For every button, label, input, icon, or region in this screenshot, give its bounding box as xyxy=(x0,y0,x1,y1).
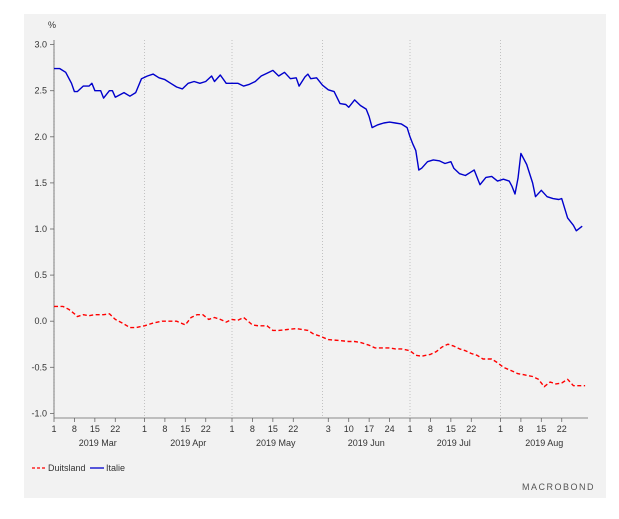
series-layer xyxy=(54,67,586,388)
x-month-label: 2019 Jul xyxy=(437,438,471,448)
y-tick-label: 2.0 xyxy=(34,132,47,142)
y-axis-unit-label: % xyxy=(48,20,56,30)
brand-wordmark: MACROBOND xyxy=(522,482,595,492)
chart-frame: % 3.0 2.5 2.0 1.5 1.0 0.5 0.0 -0.5 -1.0 1 8 15 22 1 8 1… xyxy=(24,14,606,498)
x-tick-label: 1 xyxy=(51,424,56,434)
series-line-duitsland xyxy=(54,305,586,388)
x-month-label: 2019 Aug xyxy=(525,438,563,448)
y-tick-label: 1.0 xyxy=(34,224,47,234)
x-tick-label: 1 xyxy=(498,424,503,434)
x-tick-label: 22 xyxy=(201,424,211,434)
y-tick-label: -1.0 xyxy=(31,408,47,418)
brand-logo: MACROBOND xyxy=(522,482,595,492)
x-tick-label: 8 xyxy=(162,424,167,434)
x-tick-label: 1 xyxy=(407,424,412,434)
legend-label-italie: Italie xyxy=(106,463,125,473)
x-tick-label: 22 xyxy=(110,424,120,434)
x-tick-label: 8 xyxy=(428,424,433,434)
x-tick-label: 1 xyxy=(229,424,234,434)
x-tick-label: 8 xyxy=(250,424,255,434)
y-tick-label: 0.5 xyxy=(34,270,47,280)
series-line-italie xyxy=(54,67,583,232)
x-tick-label: 15 xyxy=(180,424,190,434)
x-tick-label: 8 xyxy=(518,424,523,434)
y-tick-label: 2.5 xyxy=(34,86,47,96)
axes: % 3.0 2.5 2.0 1.5 1.0 0.5 0.0 -0.5 -1.0 1 8 15 22 1 8 1… xyxy=(31,20,588,448)
x-tick-label: 3 xyxy=(326,424,331,434)
x-tick-label: 1 xyxy=(142,424,147,434)
grid xyxy=(53,40,501,418)
line-chart: % 3.0 2.5 2.0 1.5 1.0 0.5 0.0 -0.5 -1.0 1 8 15 22 1 8 1… xyxy=(31,20,595,492)
y-tick-label: 1.5 xyxy=(34,178,47,188)
x-tick-label: 8 xyxy=(72,424,77,434)
x-tick-label: 15 xyxy=(446,424,456,434)
x-tick-label: 15 xyxy=(90,424,100,434)
x-tick-label: 22 xyxy=(288,424,298,434)
y-tick-label: 3.0 xyxy=(34,40,47,50)
x-month-label: 2019 Jun xyxy=(348,438,385,448)
x-tick-label: 10 xyxy=(344,424,354,434)
x-tick-label: 17 xyxy=(364,424,374,434)
legend-label-duitsland: Duitsland xyxy=(48,463,86,473)
x-tick-label: 15 xyxy=(268,424,278,434)
y-tick-label: 0.0 xyxy=(34,316,47,326)
x-tick-label: 24 xyxy=(385,424,395,434)
y-tick-label: -0.5 xyxy=(31,362,47,372)
x-tick-label: 22 xyxy=(557,424,567,434)
legend: Duitsland Italie xyxy=(32,463,125,473)
x-tick-label: 15 xyxy=(536,424,546,434)
x-tick-label: 22 xyxy=(466,424,476,434)
x-month-label: 2019 Mar xyxy=(79,438,117,448)
x-month-label: 2019 Apr xyxy=(170,438,206,448)
x-month-label: 2019 May xyxy=(256,438,296,448)
